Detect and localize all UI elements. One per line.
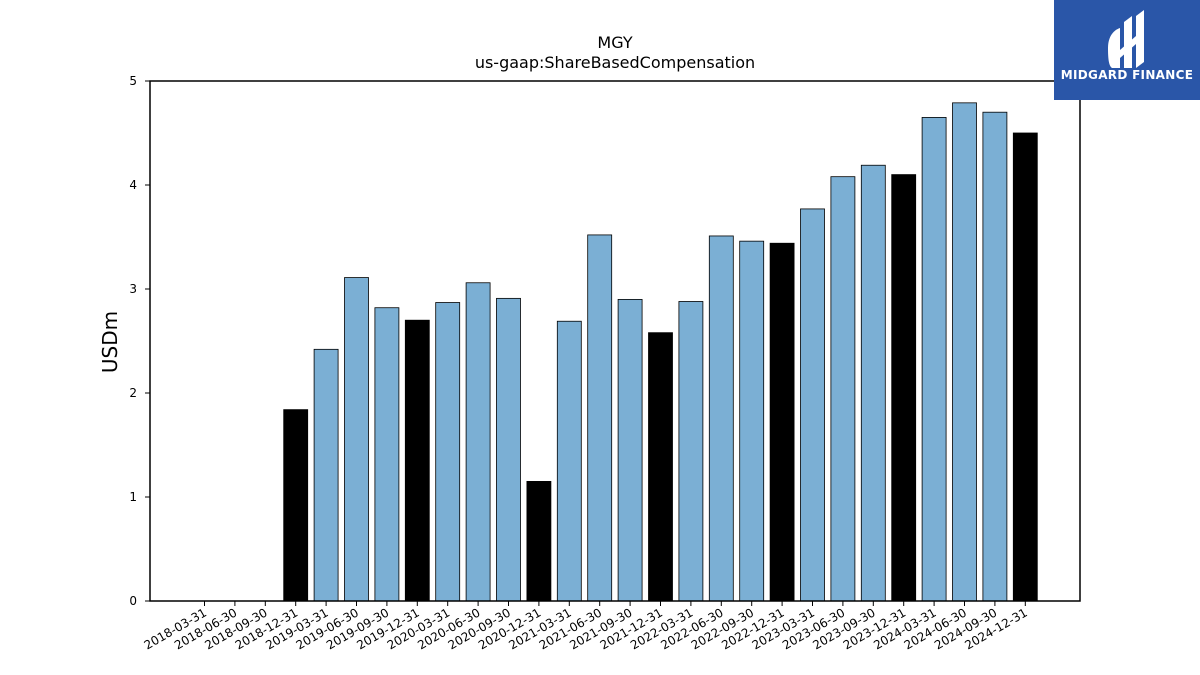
bar-2022-12-31 bbox=[769, 242, 795, 602]
bar-2023-03-31 bbox=[800, 208, 825, 602]
bar-2021-12-31 bbox=[648, 332, 673, 602]
bar-2020-12-31 bbox=[526, 480, 552, 602]
bar-2021-09-30 bbox=[617, 298, 643, 602]
bar-2020-06-30 bbox=[465, 282, 491, 602]
bar-2021-03-31 bbox=[556, 320, 582, 602]
bar-2019-06-30 bbox=[344, 277, 369, 602]
bar-2023-09-30 bbox=[860, 164, 886, 602]
bar-2022-03-31 bbox=[678, 301, 704, 602]
bar-2022-06-30 bbox=[708, 235, 734, 602]
bar-2021-06-30 bbox=[587, 234, 613, 602]
bar-2024-03-31 bbox=[921, 117, 947, 602]
bar-2022-09-30 bbox=[739, 240, 765, 602]
y-tick-label: 5 bbox=[129, 74, 137, 88]
bar-2020-03-31 bbox=[435, 302, 461, 602]
y-ticks-group: 0 1 2 3 4 5 bbox=[129, 74, 150, 608]
y-tick-label: 1 bbox=[129, 490, 137, 504]
chart-subtitle: us-gaap:ShareBasedCompensation bbox=[475, 53, 755, 72]
bar-2024-12-31 bbox=[1012, 132, 1038, 602]
logo-text: MIDGARD FINANCE bbox=[1060, 68, 1194, 82]
bar-2019-12-31 bbox=[404, 319, 430, 602]
bar-2019-09-30 bbox=[374, 307, 400, 602]
bar-2019-03-31 bbox=[313, 348, 339, 602]
bar-2024-09-30 bbox=[982, 111, 1008, 602]
y-tick-label: 4 bbox=[129, 178, 137, 192]
bar-2020-09-30 bbox=[496, 297, 521, 602]
bar-2023-12-31 bbox=[891, 174, 917, 602]
bar-2023-06-30 bbox=[830, 176, 856, 602]
bar-2018-12-31 bbox=[283, 409, 309, 602]
y-tick-label: 2 bbox=[129, 386, 137, 400]
midgard-logo-icon bbox=[1108, 10, 1144, 68]
y-axis-label: USDm bbox=[98, 311, 122, 373]
y-tick-label: 0 bbox=[129, 594, 137, 608]
bar-2024-06-30 bbox=[952, 102, 977, 602]
bars-group bbox=[283, 102, 1038, 602]
y-tick-label: 3 bbox=[129, 282, 137, 296]
chart-title: MGY bbox=[597, 33, 632, 52]
plot-frame bbox=[149, 80, 1081, 602]
x-ticks-group: 2018-03-312018-06-302018-09-302018-12-31… bbox=[142, 601, 1030, 652]
brand-logo: MIDGARD FINANCE bbox=[1054, 0, 1200, 100]
